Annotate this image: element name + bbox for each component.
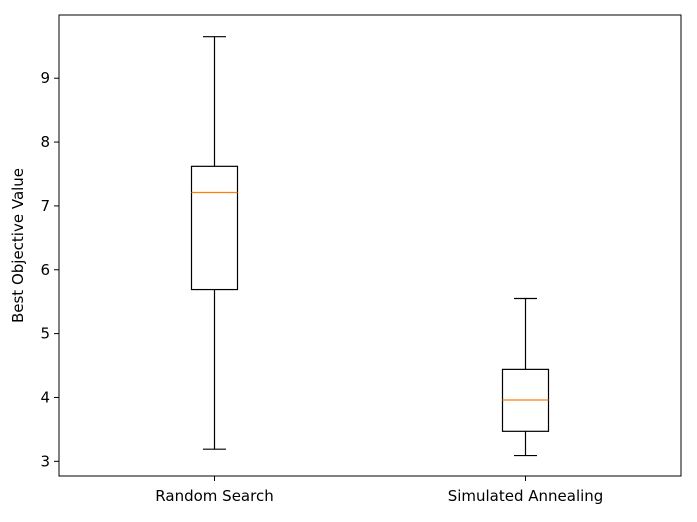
box-marks	[190, 36, 550, 457]
y-tick-label: 5	[40, 325, 50, 343]
plot-frame	[58, 14, 682, 477]
y-tick-label: 7	[40, 197, 50, 215]
y-tick-label: 8	[40, 133, 50, 151]
y-tick-label: 4	[40, 388, 50, 406]
box-group	[190, 36, 239, 450]
x-tick-label: Simulated Annealing	[448, 487, 604, 505]
y-axis: 3 4 5 6 7 8 9	[40, 69, 59, 470]
y-tick-label: 6	[40, 261, 50, 279]
x-axis: Random Search Simulated Annealing	[155, 476, 603, 505]
x-tick-label: Random Search	[155, 487, 273, 505]
y-tick-label: 3	[40, 452, 50, 470]
iqr-box	[190, 165, 239, 291]
y-tick-label: 9	[40, 69, 50, 87]
y-axis-label: Best Objective Value	[9, 168, 27, 323]
box-group	[501, 297, 550, 457]
